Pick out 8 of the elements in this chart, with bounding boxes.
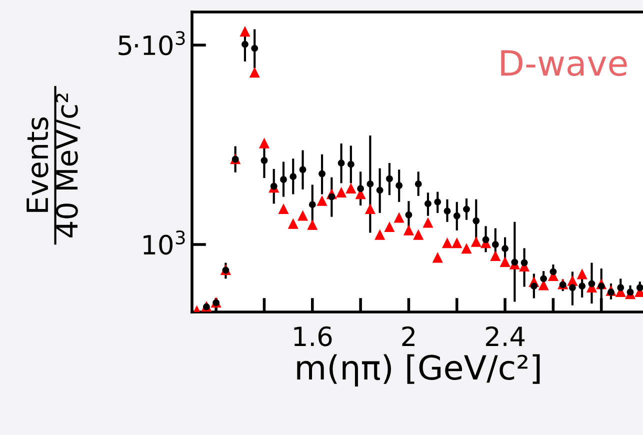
annotation: D-wave bbox=[501, 50, 627, 76]
y-axis-title: Events 40 MeV/c² bbox=[26, 94, 80, 238]
y-tick-label: 5·10$^{3}$ bbox=[118, 31, 185, 56]
x-tick-label: 1.6 bbox=[294, 326, 332, 346]
x-tick-label: 2 bbox=[402, 326, 414, 346]
x-tick-label: 2.4 bbox=[486, 326, 525, 346]
y-tick-label: 10$^{3}$ bbox=[144, 230, 185, 255]
x-axis-title: m(ηπ) [GeV/c²] bbox=[297, 354, 540, 386]
